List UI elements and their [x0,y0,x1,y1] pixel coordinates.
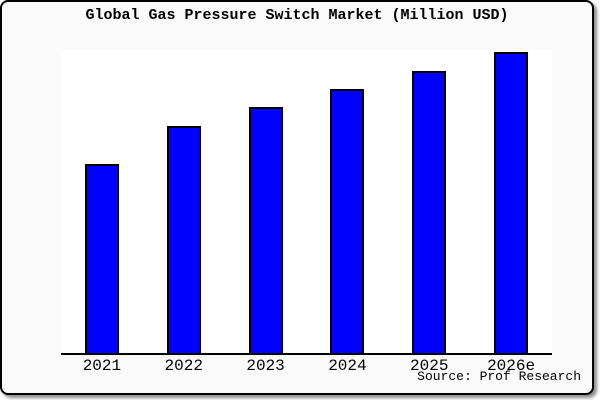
x-tick-label-2025: 2025 [410,357,449,375]
bar-2023 [248,107,283,353]
bar-2026e [494,52,529,353]
bar-2025 [412,71,447,353]
chart-card: Global Gas Pressure Switch Market (Milli… [0,0,594,395]
source-note: Source: Prof Research [417,369,581,384]
x-tick-label-2022: 2022 [164,357,203,375]
bar-2024 [330,89,365,353]
plot-area [61,50,552,355]
x-tick-label-2024: 2024 [328,357,367,375]
x-tick-label-2026e: 2026e [487,357,536,375]
x-tick-label-2023: 2023 [246,357,285,375]
chart-title: Global Gas Pressure Switch Market (Milli… [85,7,509,24]
bar-2022 [166,126,201,353]
x-tick-label-2021: 2021 [82,357,122,375]
bar-2021 [84,164,119,353]
